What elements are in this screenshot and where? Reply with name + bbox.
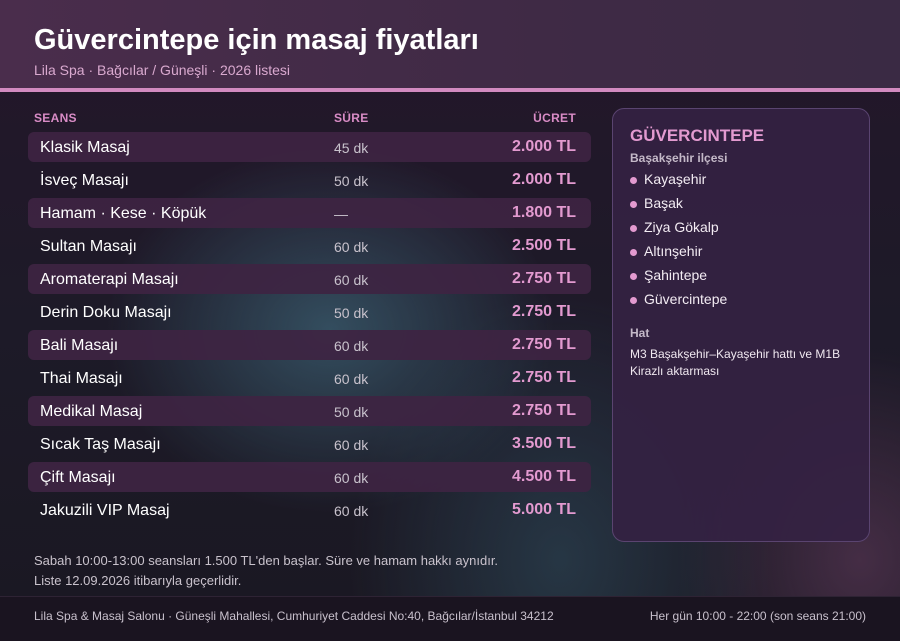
table-row: Jakuzili VIP Masaj 60 dk 5.000 TL [28,495,591,525]
row-price: 2.000 TL [511,138,576,155]
row-price: 2.500 TL [511,237,576,254]
row-price: 2.750 TL [511,369,576,386]
row-duration: 50 dk [334,305,369,321]
table-row: Aromaterapi Masajı 60 dk 2.750 TL [28,264,591,294]
bullet-dot-icon [630,249,637,256]
list-item: Başak [630,195,727,219]
row-name: Aromaterapi Masajı [40,271,179,288]
list-item-label: Altınşehir [644,243,703,259]
table-row: Sultan Masajı 60 dk 2.500 TL [28,231,591,261]
row-price: 2.750 TL [511,303,576,320]
list-item: Güvercintepe [630,291,727,315]
row-price: 4.500 TL [511,468,576,485]
row-duration: 60 dk [334,470,369,486]
row-price: 2.000 TL [511,171,576,188]
column-header-seans: SEANS [34,111,77,125]
row-duration: 60 dk [334,272,369,288]
row-name: Klasik Masaj [40,139,130,156]
row-price: 2.750 TL [511,336,576,353]
district-panel: GÜVERCINTEPE Başakşehir ilçesi Kayaşehir… [612,108,870,542]
row-duration: 60 dk [334,338,369,354]
transit-text: M3 Başakşehir–Kayaşehir hattı ve M1B Kir… [630,347,841,378]
row-name: Çift Masajı [40,469,116,486]
list-item: Ziya Gökalp [630,219,727,243]
list-item-label: Ziya Gökalp [644,219,719,235]
list-item-label: Başak [644,195,683,211]
table-row: Çift Masajı 60 dk 4.500 TL [28,462,591,492]
row-duration: 60 dk [334,239,369,255]
row-duration: — [334,206,348,222]
row-duration: 45 dk [334,140,369,156]
row-price: 2.750 TL [511,402,576,419]
table-row: İsveç Masajı 50 dk 2.000 TL [28,165,591,195]
row-duration: 50 dk [334,404,369,420]
row-name: Medikal Masaj [40,403,143,420]
list-item: Altınşehir [630,243,727,267]
list-item-label: Güvercintepe [644,291,728,307]
page-header: Güvercintepe için masaj fiyatları Lila S… [0,0,900,92]
row-duration: 50 dk [334,173,369,189]
page-title: Güvercintepe için masaj fiyatları [34,24,479,56]
table-row: Bali Masajı 60 dk 2.750 TL [28,330,591,360]
row-name: Sıcak Taş Masajı [40,436,161,453]
row-duration: 60 dk [334,503,369,519]
list-item-label: Kayaşehir [644,171,707,187]
bullet-dot-icon [630,201,637,208]
price-table: Klasik Masaj 45 dk 2.000 TL İsveç Masajı… [28,132,591,528]
bullet-dot-icon [630,297,637,304]
list-item: Şahintepe [630,267,727,291]
bullet-dot-icon [630,177,637,184]
column-header-sure: SÜRE [334,111,369,125]
row-name: Jakuzili VIP Masaj [40,502,170,519]
footer-hours: Her gün 10:00 - 22:00 (son seans 21:00) [649,609,866,623]
row-duration: 60 dk [334,437,369,453]
page-subtitle: Lila Spa · Bağcılar / Güneşli · 2026 lis… [34,62,291,78]
footer-address: Lila Spa & Masaj Salonu · Güneşli Mahall… [34,609,554,623]
neighborhood-list: Kayaşehir Başak Ziya Gökalp Altınşehir Ş… [630,171,727,315]
table-row: Klasik Masaj 45 dk 2.000 TL [28,132,591,162]
bullet-dot-icon [630,225,637,232]
table-row: Thai Masajı 60 dk 2.750 TL [28,363,591,393]
morning-note: Sabah 10:00-13:00 seansları 1.500 TL'den… [34,553,499,568]
page-footer: Lila Spa & Masaj Salonu · Güneşli Mahall… [0,596,900,641]
row-name: İsveç Masajı [40,172,129,189]
table-row: Sıcak Taş Masajı 60 dk 3.500 TL [28,429,591,459]
transit-label: Hat [630,326,650,340]
table-row: Hamam · Kese · Köpük — 1.800 TL [28,198,591,228]
bullet-dot-icon [630,273,637,280]
validity-note: Liste 12.09.2026 itibarıyla geçerlidir. [34,573,242,588]
table-row: Medikal Masaj 50 dk 2.750 TL [28,396,591,426]
table-row: Derin Doku Masajı 50 dk 2.750 TL [28,297,591,327]
row-name: Derin Doku Masajı [40,304,172,321]
list-item: Kayaşehir [630,171,727,195]
row-name: Hamam · Kese · Köpük [40,205,207,222]
row-price: 3.500 TL [511,435,576,452]
row-name: Sultan Masajı [40,238,137,255]
list-item-label: Şahintepe [644,267,708,283]
row-duration: 60 dk [334,371,369,387]
district-subtitle: Başakşehir ilçesi [630,151,728,165]
row-price: 2.750 TL [511,270,576,287]
district-title: GÜVERCINTEPE [630,126,765,145]
row-price: 5.000 TL [511,501,576,518]
row-name: Thai Masajı [40,370,123,387]
row-price: 1.800 TL [511,204,576,221]
row-name: Bali Masajı [40,337,119,354]
column-header-ucret: ÜCRET [533,111,576,125]
